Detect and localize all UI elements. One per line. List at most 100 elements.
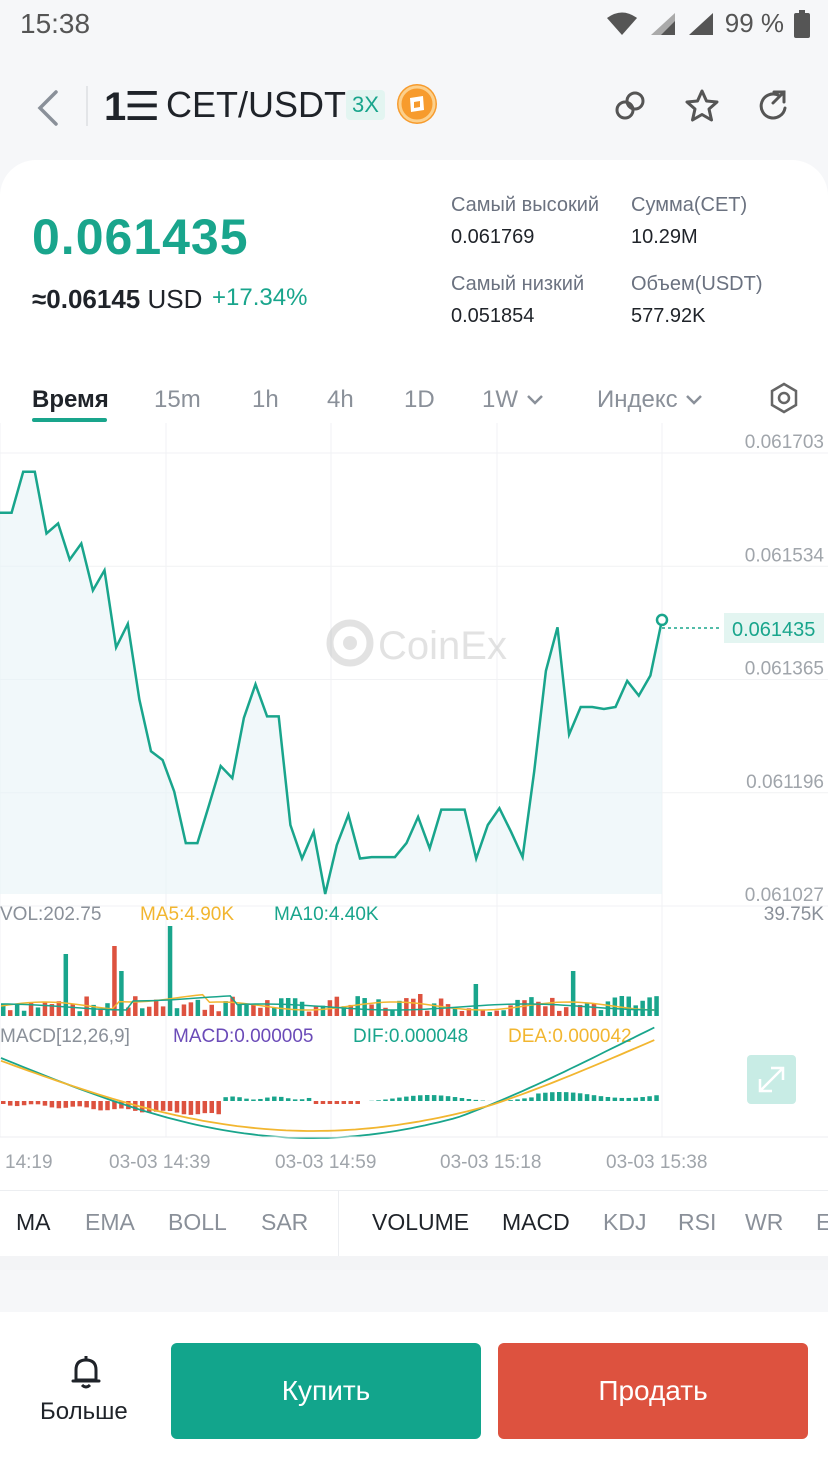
indicator-rsi[interactable]: RSI [678, 1209, 717, 1235]
macd-bar [35, 1101, 41, 1105]
back-arrow-icon[interactable] [34, 88, 64, 128]
macd-bar [334, 1101, 340, 1104]
macd-bar [411, 1095, 416, 1101]
menu-icon[interactable]: 1☰ [104, 85, 160, 129]
volume-bar [230, 996, 235, 1016]
volume-bar [550, 997, 555, 1016]
volume-bar [195, 999, 201, 1016]
y-axis-labels: 0.061703 0.061534 0.061365 0.061196 0.061027 [745, 432, 825, 906]
price-area [0, 471, 662, 894]
tab-4h[interactable]: 4h [327, 386, 354, 413]
more-button[interactable]: Больше [40, 1398, 128, 1425]
pair-title[interactable]: CET/USDT [166, 84, 346, 125]
tab-15m[interactable]: 15m [154, 386, 201, 413]
vol-label: VOL:202.75 [0, 904, 101, 925]
indicator-ema[interactable]: EMA [85, 1209, 135, 1235]
macd-bar [418, 1095, 423, 1101]
macd-bar [285, 1098, 291, 1101]
tab-1h[interactable]: 1h [252, 386, 279, 413]
macd-bar [563, 1092, 569, 1101]
tab-active-underline [32, 418, 107, 422]
volume-bar [35, 1007, 41, 1016]
tab-time[interactable]: Время [32, 386, 109, 413]
volume-bar [362, 998, 367, 1016]
fullscreen-icon[interactable] [747, 1055, 796, 1104]
indicator-volume[interactable]: VOLUME [372, 1209, 470, 1235]
volume-bar [452, 1007, 458, 1016]
tab-1w[interactable]: 1W [482, 386, 545, 414]
share-icon[interactable] [754, 86, 794, 126]
macd-bar [167, 1101, 173, 1112]
volume-bar [543, 1006, 548, 1016]
promo-coin-icon[interactable] [397, 84, 437, 124]
indicator-macd[interactable]: MACD [502, 1209, 570, 1235]
volume-bars [1, 926, 659, 1016]
battery-percent: 99 % [724, 8, 784, 38]
chevron-down-icon [526, 395, 543, 405]
macd-bar [91, 1101, 96, 1110]
low-label: Самый низкий [451, 273, 585, 295]
volume-bar [522, 1000, 527, 1016]
high-label: Самый высокий [451, 194, 600, 216]
wifi-icon [606, 12, 637, 35]
indicator-kdj[interactable]: KDJ [603, 1209, 647, 1235]
volume-bar [341, 1006, 347, 1016]
indicator-sar[interactable]: SAR [261, 1209, 309, 1235]
volume-bar [126, 1007, 131, 1016]
star-icon[interactable] [682, 86, 722, 126]
bottom-action-bar: Больше Купить Продать [0, 1312, 828, 1472]
macd-bar [98, 1101, 103, 1111]
bell-icon[interactable] [70, 1354, 102, 1390]
macd-bar [348, 1101, 353, 1104]
x-tick-label: 03-03 15:38 [606, 1152, 707, 1173]
indicator-more[interactable]: E [816, 1209, 828, 1235]
volume-bar [133, 996, 138, 1016]
volume-bar [633, 1005, 638, 1016]
indicator-wr[interactable]: WR [745, 1209, 784, 1235]
macd-bar [272, 1096, 277, 1101]
volume-bar [244, 1004, 249, 1016]
link-icon[interactable] [610, 86, 650, 126]
tab-index[interactable]: Индекс [597, 386, 704, 414]
volume-bar [91, 1004, 96, 1016]
volume-bar [348, 1004, 353, 1016]
macd-bar [292, 1099, 298, 1101]
macd-bar [77, 1101, 82, 1107]
volume-value: 577.92K [631, 305, 706, 327]
indicator-boll[interactable]: BOLL [168, 1209, 227, 1235]
macd-bar [654, 1095, 659, 1101]
volume-bar [515, 999, 520, 1016]
price-tag-bg [724, 613, 824, 643]
watermark-text: CoinEx [378, 624, 507, 668]
x-tick-label: 03-03 14:39 [109, 1152, 210, 1173]
volume-bar [473, 984, 479, 1016]
usd-unit: USD [147, 284, 203, 314]
macd-bar [119, 1101, 124, 1109]
volume-bar [63, 954, 69, 1016]
volume-bar [77, 1011, 82, 1016]
header: 1☰ CET/USDT 3X [0, 60, 828, 150]
macd-bar [181, 1101, 187, 1115]
volume-bar [494, 1010, 499, 1016]
tab-1d[interactable]: 1D [404, 386, 435, 413]
volume-bar [306, 1011, 312, 1016]
price-chart[interactable]: CoinEx 0.061435 0.061703 0.061534 0.061365… [0, 423, 828, 1190]
volume-bar [313, 1006, 319, 1016]
indicator-ma[interactable]: MA [16, 1209, 51, 1235]
macd-bar [515, 1099, 520, 1101]
buy-button[interactable]: Купить [171, 1343, 481, 1439]
macd-bar [390, 1098, 395, 1101]
macd-bar [112, 1101, 117, 1110]
tab-index-label: Индекс [597, 386, 678, 413]
volume-bar [174, 1008, 180, 1016]
volume-bar [28, 1002, 34, 1016]
macd-bar [320, 1101, 326, 1104]
volume-bar [404, 998, 409, 1016]
sell-button[interactable]: Продать [498, 1343, 808, 1439]
volume-bar [445, 1004, 451, 1016]
volume-bar [167, 926, 173, 1016]
tab-1w-label: 1W [482, 386, 518, 413]
chart-settings-icon[interactable] [768, 382, 800, 414]
volume-bar [487, 1011, 492, 1016]
volume-bar [223, 1001, 228, 1016]
